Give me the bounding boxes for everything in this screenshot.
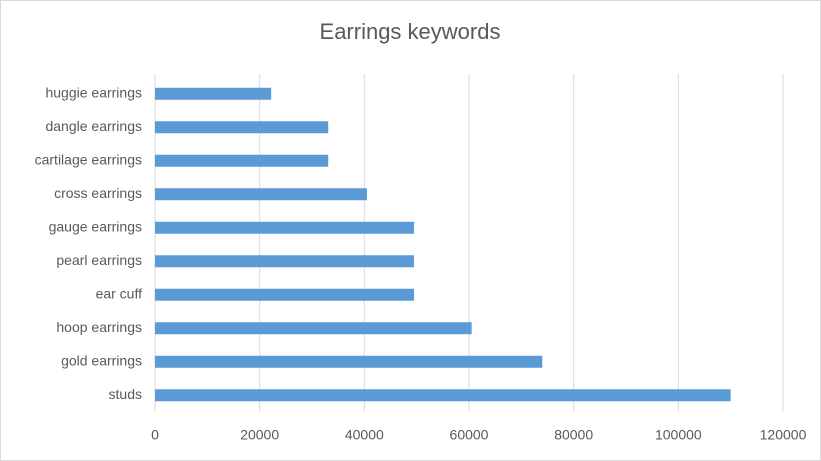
y-tick-label: pearl earrings [56,252,142,268]
bar [155,355,543,368]
y-tick-label: dangle earrings [45,118,142,134]
x-tick-label: 80000 [554,427,593,443]
y-tick-label: ear cuff [96,285,143,301]
x-tick-label: 40000 [345,427,384,443]
bar [155,288,415,301]
y-tick-label: gauge earrings [49,218,142,234]
x-tick-label: 60000 [450,427,489,443]
x-tick-label: 20000 [240,427,279,443]
y-tick-label: studs [109,386,142,402]
bar [155,87,272,100]
bar [155,188,367,201]
x-tick-label: 0 [151,427,159,443]
bar [155,322,472,335]
y-tick-label: cross earrings [54,185,142,201]
bar [155,121,329,134]
bar [155,221,415,234]
bar [155,255,415,268]
y-tick-label: gold earrings [61,352,142,368]
x-tick-label: 100000 [655,427,702,443]
x-tick-label: 120000 [760,427,807,443]
bar [155,154,329,167]
y-tick-label: huggie earrings [45,84,142,100]
chart-title: Earrings keywords [320,19,501,44]
y-tick-label: hoop earrings [56,319,142,335]
y-tick-label: cartilage earrings [35,151,142,167]
bar [155,389,731,402]
